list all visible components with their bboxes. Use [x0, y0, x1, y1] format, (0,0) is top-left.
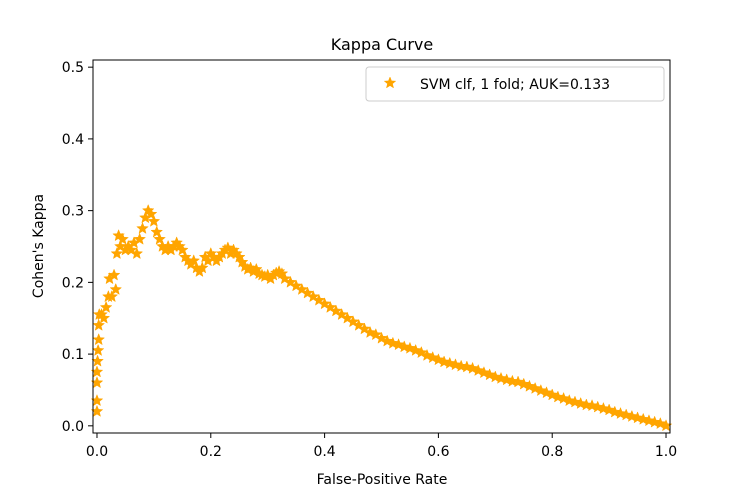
axes-frame	[92, 59, 671, 434]
data-point	[557, 391, 570, 404]
data-point	[147, 214, 161, 227]
x-tick-label: 1.0	[655, 444, 677, 460]
data-point	[392, 338, 405, 351]
data-point	[335, 307, 349, 321]
data-point	[232, 250, 246, 263]
data-point	[329, 304, 343, 317]
x-tick-label: 0.4	[313, 444, 335, 460]
data-point	[466, 361, 479, 374]
legend-box	[365, 66, 665, 102]
y-axis-label: Cohen's Kappa	[31, 194, 47, 298]
data-point	[380, 334, 394, 347]
data-point	[295, 282, 309, 295]
data-point	[175, 243, 189, 256]
data-point	[483, 368, 496, 381]
data-point	[221, 241, 235, 254]
data-point	[284, 275, 297, 288]
data-point	[602, 403, 616, 416]
data-point	[109, 282, 123, 295]
legend-star-marker	[383, 76, 397, 89]
data-point	[136, 221, 149, 234]
y-tick-label: 0.5	[62, 60, 84, 76]
data-point	[306, 290, 320, 303]
x-axis: 0.0 0.2 0.4 0.6 0.8 1.0	[86, 433, 677, 460]
x-tick-label: 0.2	[200, 444, 222, 460]
x-axis-label: False-Positive Rate	[317, 472, 448, 488]
data-point	[195, 261, 209, 274]
y-tick-label: 0.4	[62, 132, 84, 148]
y-tick-label: 0.3	[62, 204, 84, 220]
data-point	[275, 267, 289, 280]
data-point	[144, 207, 158, 220]
data-point	[323, 300, 337, 313]
data-point	[523, 379, 536, 392]
data-point	[289, 279, 303, 292]
data-point	[110, 246, 124, 260]
data-point	[432, 353, 445, 366]
data-point	[420, 348, 434, 361]
data-point	[340, 311, 354, 324]
y-axis: 0.0 0.1 0.2 0.3 0.4 0.5	[62, 60, 93, 435]
data-point	[278, 272, 292, 285]
data-point	[346, 315, 360, 328]
data-point	[124, 243, 138, 256]
data-point	[301, 286, 314, 299]
data-point	[130, 246, 144, 260]
data-point	[187, 254, 201, 267]
data-point	[414, 345, 428, 359]
data-point	[91, 343, 105, 356]
data-point	[150, 225, 164, 238]
data-point	[107, 268, 121, 281]
data-point	[318, 297, 331, 310]
y-tick-label: 0.0	[62, 419, 84, 435]
y-tick-label: 0.1	[62, 347, 84, 363]
legend-star-icon	[383, 76, 397, 89]
plot-area	[90, 203, 673, 432]
data-point	[97, 311, 111, 324]
data-point	[534, 383, 548, 397]
data-point	[528, 381, 542, 394]
y-tick-label: 0.2	[62, 275, 84, 291]
x-tick-label: 0.0	[86, 444, 108, 460]
data-point	[105, 290, 119, 303]
data-point	[92, 318, 106, 331]
data-point	[540, 386, 553, 399]
legend-entry-label: SVM clf, 1 fold; AUK=0.133	[420, 77, 610, 93]
data-point	[133, 232, 147, 245]
data-point	[153, 232, 166, 245]
data-point	[352, 318, 366, 331]
data-point	[511, 375, 525, 388]
data-point	[99, 300, 113, 313]
data-point	[369, 328, 383, 341]
data-point	[403, 341, 417, 354]
data-point	[517, 377, 531, 390]
data-point	[375, 331, 388, 344]
data-point	[92, 333, 106, 346]
data-point	[545, 388, 559, 401]
data-point	[653, 416, 667, 430]
data-point	[312, 293, 326, 306]
data-point	[116, 232, 129, 245]
x-tick-label: 0.6	[427, 444, 449, 460]
data-point	[471, 363, 485, 377]
data-point	[363, 325, 377, 338]
x-tick-label: 0.8	[541, 444, 563, 460]
data-point	[409, 343, 423, 356]
data-point	[477, 366, 491, 379]
data-point	[358, 322, 371, 335]
data-point	[426, 350, 440, 364]
legend: SVM clf, 1 fold; AUK=0.133	[365, 66, 665, 102]
chart-title: Kappa Curve	[331, 35, 433, 54]
